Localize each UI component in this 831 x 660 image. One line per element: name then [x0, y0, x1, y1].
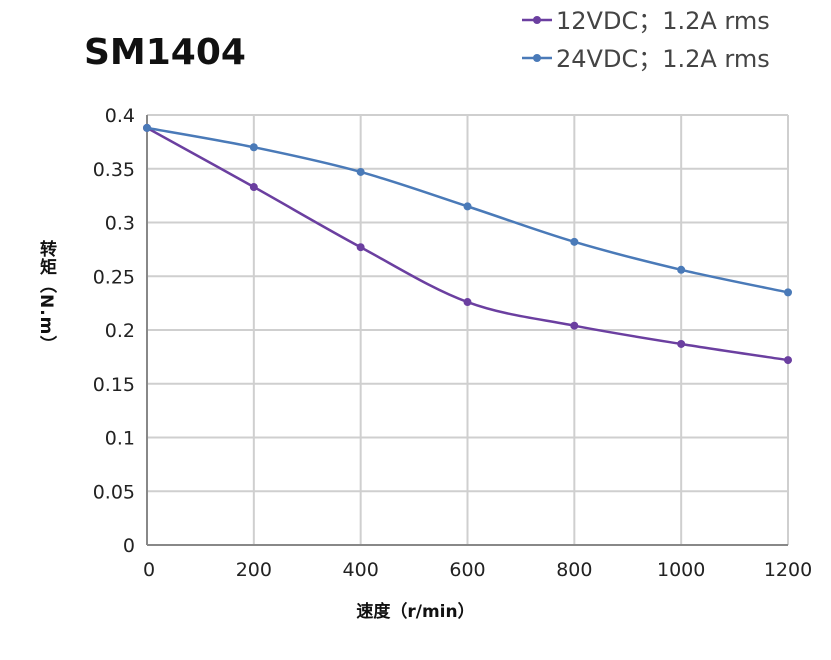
- y-tick-label: 0: [123, 535, 135, 557]
- data-point-series-1: [249, 183, 258, 192]
- data-point-series-1: [463, 298, 472, 307]
- data-point-series-2: [570, 237, 579, 246]
- x-tick-label: 800: [556, 559, 592, 581]
- data-point-series-1: [356, 243, 365, 252]
- y-tick-label: 0.35: [93, 159, 135, 181]
- x-tick-label: 1200: [764, 559, 812, 581]
- data-point-series-2: [249, 143, 258, 152]
- y-tick-label: 0.1: [105, 428, 135, 450]
- x-tick-label: 600: [449, 559, 485, 581]
- chart-title: SM1404: [84, 32, 246, 73]
- data-point-series-1: [570, 321, 579, 330]
- x-tick-label: 400: [343, 559, 379, 581]
- y-tick-label: 0.25: [93, 266, 135, 288]
- data-point-series-2: [356, 167, 365, 176]
- y-tick-label: 0.3: [105, 213, 135, 235]
- x-tick-label: 200: [236, 559, 272, 581]
- x-tick-label: 0: [143, 559, 155, 581]
- y-tick-label: 0.05: [93, 481, 135, 503]
- data-point-series-2: [784, 288, 792, 297]
- legend-marker-2: [533, 54, 541, 62]
- data-point-series-2: [143, 123, 151, 132]
- legend-label-2: 24VDC；1.2A rms: [556, 45, 770, 73]
- data-point-series-2: [463, 202, 472, 211]
- data-point-series-1: [784, 356, 792, 365]
- data-point-series-1: [677, 339, 686, 348]
- y-tick-label: 0.4: [105, 105, 135, 127]
- legend-label-1: 12VDC；1.2A rms: [556, 7, 770, 35]
- y-axis-label: 转矩（N.m）: [36, 240, 56, 354]
- y-tick-label: 0.15: [93, 374, 135, 396]
- x-axis-label: 速度（r/min）: [356, 602, 475, 622]
- y-tick-label: 0.2: [105, 320, 135, 342]
- x-tick-label: 1000: [657, 559, 705, 581]
- legend-marker-1: [533, 16, 541, 24]
- data-point-series-2: [677, 265, 686, 274]
